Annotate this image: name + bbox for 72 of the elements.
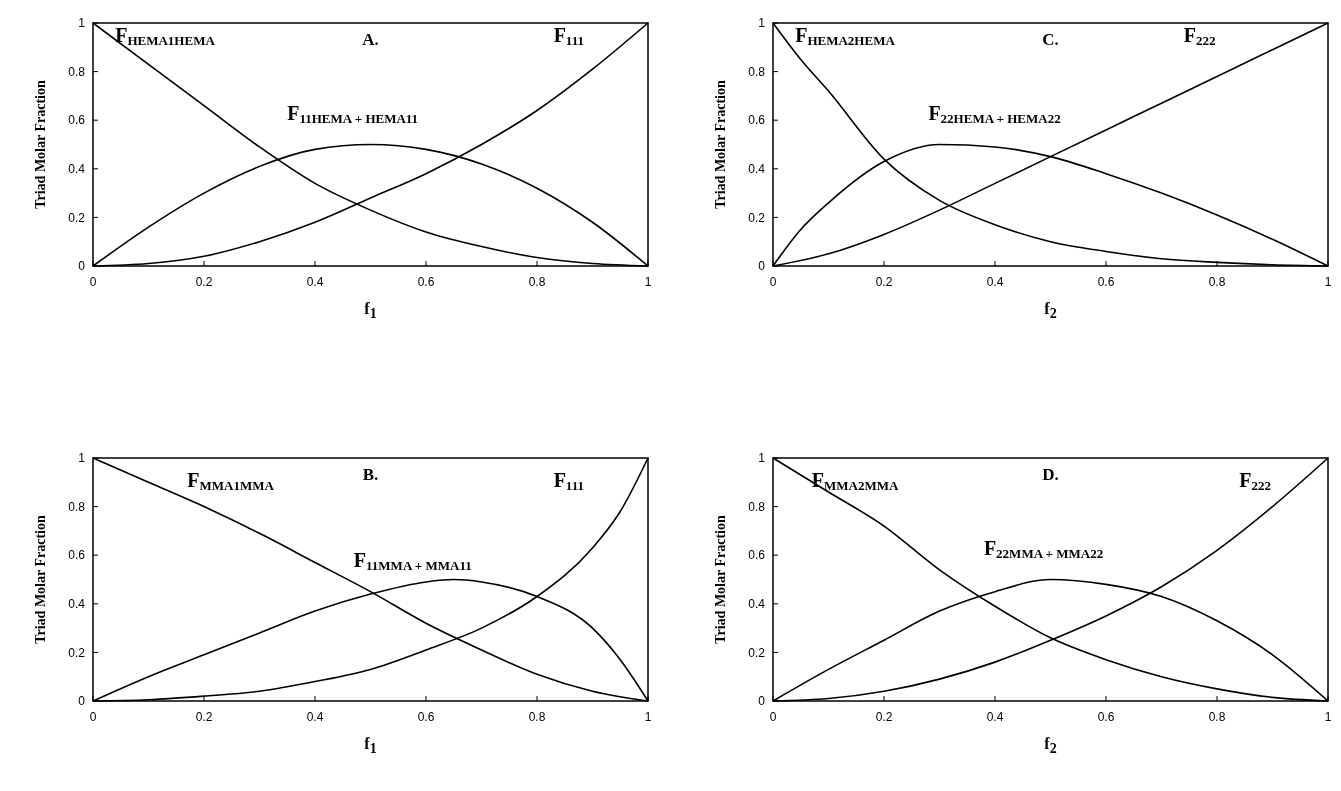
x-tick-label: 0.8 xyxy=(528,275,546,289)
x-tick-label: 0.4 xyxy=(306,710,324,724)
y-tick-label: 0 xyxy=(78,694,86,709)
y-tick-label: 0.4 xyxy=(68,597,86,611)
x-tick-label: 0.4 xyxy=(306,275,324,289)
x-tick-label: 1 xyxy=(1324,710,1332,724)
y-tick-label: 0.2 xyxy=(68,645,86,660)
x-tick-label: 0.6 xyxy=(417,710,435,724)
x-tick-label: 0.8 xyxy=(1208,710,1226,724)
chart-title: D. xyxy=(1042,465,1059,484)
series-label: F$_{HEMA2HEMA}$ xyxy=(795,24,896,49)
y-tick-label: 1 xyxy=(758,451,766,466)
series-label: F$_{22MMA + MMA22}$ xyxy=(983,537,1104,562)
series-label: F$_{11HEMA + HEMA11}$ xyxy=(287,102,419,127)
y-tick-label: 0.8 xyxy=(748,64,766,79)
y-tick-label: 0 xyxy=(758,259,766,274)
x-tick-label: 0 xyxy=(89,710,97,724)
x-tick-label: 0.6 xyxy=(417,275,435,289)
chart-title: C. xyxy=(1042,30,1059,49)
x-tick-label: 0.6 xyxy=(1097,275,1115,289)
x-tick-label: 1 xyxy=(644,710,652,724)
y-tick-label: 0.8 xyxy=(748,499,766,514)
series-label: F$_{222}$ xyxy=(1239,469,1271,494)
y-tick-label: 0 xyxy=(78,259,86,274)
x-tick-label: 0.8 xyxy=(528,710,546,724)
y-tick-label: 1 xyxy=(758,16,766,31)
x-tick-label: 0.2 xyxy=(875,275,893,289)
y-tick-label: 0.2 xyxy=(748,210,766,225)
series-label: F$_{111}$ xyxy=(553,24,584,49)
y-tick-label: 0.4 xyxy=(748,162,766,176)
y-tick-label: 0.6 xyxy=(748,113,766,128)
x-tick-label: 0.2 xyxy=(195,275,213,289)
chart-title: B. xyxy=(362,465,379,484)
y-tick-label: 0 xyxy=(758,694,766,709)
y-tick-label: 0.6 xyxy=(748,548,766,563)
text: F$_{111}$ xyxy=(553,469,584,494)
series-label: F$_{222}$ xyxy=(1183,24,1216,49)
y-tick-label: 0.2 xyxy=(68,210,86,225)
x-tick-label: 0.4 xyxy=(986,710,1004,724)
y-tick-label: 1 xyxy=(78,451,86,466)
x-axis-title: f$_{1}$ xyxy=(364,735,377,756)
x-tick-label: 1 xyxy=(1324,275,1332,289)
series-label: F$_{MMA1MMA}$ xyxy=(187,469,275,494)
y-axis-title: Triad Molar Fraction xyxy=(33,515,48,644)
series-label: F$_{11MMA + MMA11}$ xyxy=(353,549,472,574)
series-label: F$_{22HEMA + HEMA22}$ xyxy=(928,102,1061,127)
y-tick-label: 0.6 xyxy=(68,113,86,128)
x-tick-label: 0.4 xyxy=(986,275,1004,289)
x-tick-label: 0.2 xyxy=(195,710,213,724)
series-label: F$_{HEMA1HEMA}$ xyxy=(115,24,216,49)
y-tick-label: 0.8 xyxy=(68,64,86,79)
x-axis-title: f$_{2}$ xyxy=(1044,300,1057,321)
x-tick-label: 0.8 xyxy=(1208,275,1226,289)
x-axis-title: f$_{2}$ xyxy=(1044,735,1057,756)
y-tick-label: 0.2 xyxy=(748,645,766,660)
chart-title: A. xyxy=(362,30,379,49)
x-tick-label: 0 xyxy=(769,275,777,289)
x-tick-label: 1 xyxy=(644,275,652,289)
y-tick-label: 0.8 xyxy=(68,499,86,514)
y-axis-title: Triad Molar Fraction xyxy=(33,80,48,209)
x-axis-title: f$_{1}$ xyxy=(364,300,377,321)
x-tick-label: 0 xyxy=(769,710,777,724)
y-tick-label: 0.6 xyxy=(68,548,86,563)
y-tick-label: 0.4 xyxy=(68,162,86,176)
y-axis-title: Triad Molar Fraction xyxy=(713,515,728,644)
y-tick-label: 0.4 xyxy=(748,597,766,611)
y-axis-title: Triad Molar Fraction xyxy=(713,80,728,209)
x-tick-label: 0.6 xyxy=(1097,710,1115,724)
series-label: F$_{MMA2MMA}$ xyxy=(811,469,900,494)
x-tick-label: 0 xyxy=(89,275,97,289)
x-tick-label: 0.2 xyxy=(875,710,893,724)
y-tick-label: 1 xyxy=(78,16,86,31)
